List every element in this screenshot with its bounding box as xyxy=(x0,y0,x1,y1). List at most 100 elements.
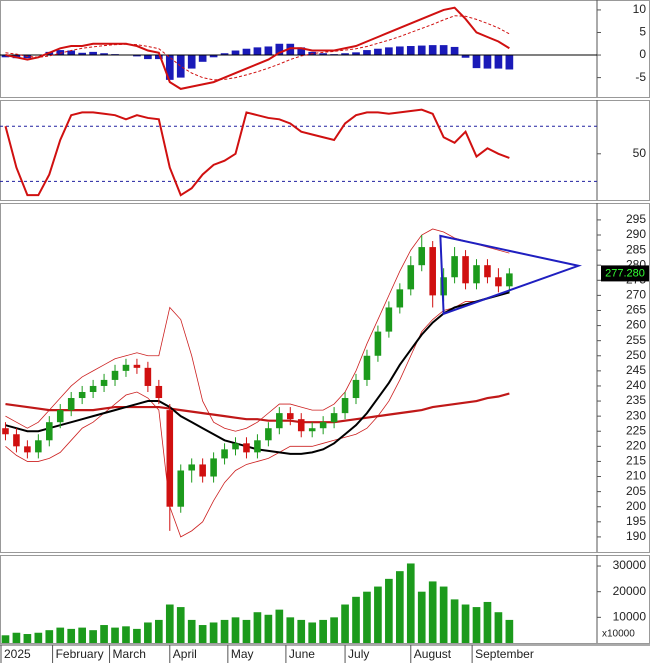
candle-body xyxy=(429,247,436,296)
histogram-bar xyxy=(505,55,514,70)
histogram-bar xyxy=(176,55,185,78)
volume-bar xyxy=(395,571,404,643)
y-tick-label: 215 xyxy=(626,454,646,468)
volume-bar xyxy=(220,619,229,643)
last-price-box xyxy=(601,265,649,282)
y-tick-label: 260 xyxy=(626,318,646,332)
volume-bar xyxy=(341,604,349,643)
x-tick-label: March xyxy=(113,647,146,661)
volume-bar xyxy=(198,625,207,643)
volume-bar xyxy=(308,622,317,643)
y-tick-label: 10 xyxy=(633,2,647,16)
volume-bar xyxy=(1,635,10,643)
candle-body xyxy=(67,398,75,411)
volume-bar xyxy=(176,607,185,643)
candle-body xyxy=(210,458,217,477)
volume-bar xyxy=(231,617,240,643)
candle-body xyxy=(155,385,163,399)
panel-frame xyxy=(0,203,650,553)
y-tick-label: 50 xyxy=(633,146,647,160)
histogram-bar xyxy=(341,53,349,56)
volume-bar xyxy=(253,612,262,643)
volume-bar xyxy=(23,634,32,643)
histogram-bar xyxy=(395,46,404,56)
candle-body xyxy=(221,449,228,459)
volume-bar xyxy=(144,622,152,643)
candle-body xyxy=(166,410,174,507)
volume-bar xyxy=(12,632,21,643)
triangle-pattern xyxy=(439,234,583,316)
signal-line xyxy=(5,15,510,81)
volume-bar xyxy=(483,601,492,643)
histogram-bar xyxy=(374,48,382,56)
candle-body xyxy=(56,410,64,423)
candle-body xyxy=(396,289,404,308)
candle-body xyxy=(286,413,294,420)
histogram-bar xyxy=(352,52,360,56)
y-tick-label: 0 xyxy=(639,47,646,61)
candle-body xyxy=(473,265,480,284)
histogram-bar xyxy=(450,46,459,56)
histogram-bar xyxy=(417,45,426,56)
volume-unit: x10000 xyxy=(602,629,635,640)
volume-bar xyxy=(264,614,273,643)
candle-body xyxy=(374,331,382,356)
histogram-bar xyxy=(209,55,218,58)
histogram-bar xyxy=(242,48,251,56)
candle-body xyxy=(78,391,86,399)
volume-bar xyxy=(439,586,448,643)
y-tick-label: 205 xyxy=(626,484,646,498)
volume-bar xyxy=(275,609,284,643)
volume-bar xyxy=(505,619,514,643)
volume-bar xyxy=(428,581,437,643)
y-tick-label: -5 xyxy=(635,70,646,84)
candle-body xyxy=(265,428,272,441)
candle-body xyxy=(188,464,195,471)
y-tick-label: 235 xyxy=(626,393,646,407)
volume-bar xyxy=(89,630,97,643)
histogram-bar xyxy=(78,52,86,56)
volume-bar xyxy=(165,604,174,643)
volume-bar xyxy=(209,622,218,643)
candle-body xyxy=(418,247,426,266)
volume-bar xyxy=(472,607,481,643)
candle-body xyxy=(341,398,349,414)
candle-body xyxy=(24,446,31,453)
panel-frame xyxy=(0,0,650,98)
volume-bar xyxy=(155,619,163,643)
x-tick-label: May xyxy=(231,647,254,661)
y-tick-label: 190 xyxy=(626,529,646,543)
rsi-line xyxy=(4,108,510,197)
volume-bar xyxy=(133,628,141,643)
volume-bar xyxy=(286,617,295,643)
y-tick-label: 30000 xyxy=(613,558,647,572)
histogram-bar xyxy=(198,55,207,62)
x-tick-label: September xyxy=(475,647,534,661)
histogram-bar xyxy=(144,55,152,60)
candle-body xyxy=(232,443,239,450)
histogram-bar xyxy=(56,50,65,56)
histogram-bar xyxy=(483,55,492,69)
candle-body xyxy=(122,364,130,371)
y-tick-label: 5 xyxy=(639,25,646,39)
histogram-bar xyxy=(155,55,163,60)
candle-body xyxy=(462,256,469,284)
volume-bar xyxy=(242,619,251,643)
overlay-line xyxy=(5,291,510,538)
volume-bar xyxy=(352,596,360,643)
histogram-bar xyxy=(472,55,481,69)
histogram-bar xyxy=(1,55,10,58)
candle-body xyxy=(199,464,206,477)
volume-bar xyxy=(187,619,196,643)
candle-body xyxy=(13,434,20,447)
candle-body xyxy=(35,440,42,453)
y-tick-label: 285 xyxy=(626,242,646,256)
candle-body xyxy=(385,307,393,332)
histogram-bar xyxy=(165,55,174,80)
histogram-bar xyxy=(319,53,327,56)
volume-bar xyxy=(122,626,130,643)
y-tick-label: 200 xyxy=(626,499,646,513)
y-tick-label: 245 xyxy=(626,363,646,377)
candle-body xyxy=(330,413,338,423)
